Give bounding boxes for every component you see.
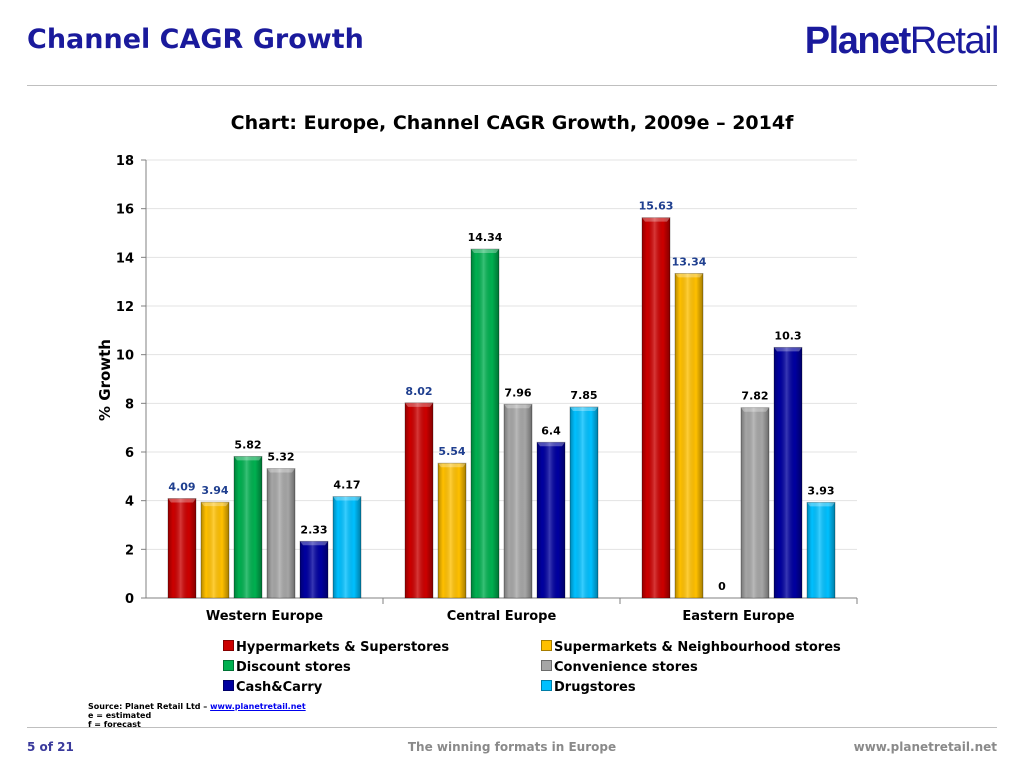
header-divider <box>27 85 997 86</box>
y-tick-label: 0 <box>125 592 134 607</box>
x-tick-label: Central Europe <box>447 609 557 624</box>
source-link[interactable]: www.planetretail.net <box>210 702 306 711</box>
bar-cap <box>234 456 262 461</box>
bar-shading <box>438 463 466 598</box>
data-label: 3.94 <box>201 484 228 497</box>
data-label: 5.32 <box>267 451 294 464</box>
data-label: 7.82 <box>741 390 768 403</box>
bar-cap <box>537 442 565 447</box>
bar-shading <box>471 249 499 598</box>
data-label: 5.54 <box>438 445 465 458</box>
y-tick-label: 12 <box>116 300 134 315</box>
legend-item: Convenience stores <box>541 660 698 675</box>
data-label: 4.09 <box>168 480 195 493</box>
legend-swatch <box>541 680 552 691</box>
bar-cap <box>333 496 361 501</box>
bar-shading <box>807 502 835 598</box>
legend-item: Discount stores <box>223 660 351 675</box>
data-label: 14.34 <box>468 231 503 244</box>
data-label: 6.4 <box>541 424 561 437</box>
source-prefix: Source: Planet Retail Ltd – <box>88 702 211 711</box>
legend-swatch <box>223 680 234 691</box>
bar-cap <box>675 273 703 278</box>
y-tick-label: 2 <box>125 543 134 558</box>
y-tick-label: 4 <box>125 495 134 510</box>
x-tick-label: Eastern Europe <box>682 609 794 624</box>
data-label: 4.17 <box>333 479 360 492</box>
legend-item: Hypermarkets & Superstores <box>223 640 449 655</box>
bar-cap <box>807 502 835 507</box>
legend-swatch <box>541 640 552 651</box>
legend-label: Hypermarkets & Superstores <box>236 640 450 655</box>
bar-shading <box>234 456 262 598</box>
bar-cap <box>642 217 670 222</box>
bar-cap <box>570 406 598 411</box>
legend-label: Convenience stores <box>554 660 698 675</box>
source-note: Source: Planet Retail Ltd – www.planetre… <box>88 702 306 729</box>
bar-cap <box>741 407 769 412</box>
bar-shading <box>300 541 328 598</box>
data-label: 5.82 <box>234 438 261 451</box>
bar-shading <box>168 498 196 598</box>
bar-cap <box>201 502 229 507</box>
slide-title: Channel CAGR Growth <box>27 24 364 55</box>
footer-subtitle: The winning formats in Europe <box>407 740 617 754</box>
logo-regular-part: Retail <box>909 20 1000 62</box>
data-label: 7.85 <box>570 389 597 402</box>
bar-cap <box>405 402 433 407</box>
y-tick-label: 16 <box>116 203 134 218</box>
bar-shading <box>642 217 670 599</box>
data-label: 15.63 <box>639 200 674 213</box>
bar-shading <box>504 404 532 598</box>
legend-label: Cash&Carry <box>236 680 323 695</box>
y-tick-label: 14 <box>116 251 134 266</box>
bar-shading <box>570 406 598 598</box>
legend-swatch <box>223 660 234 671</box>
bar-cap <box>300 541 328 546</box>
y-tick-label: 10 <box>116 349 134 364</box>
bar-shading <box>267 468 295 598</box>
legend-label: Supermarkets & Neighbourhood stores <box>554 640 841 655</box>
data-label: 8.02 <box>405 385 432 398</box>
bar-shading <box>774 347 802 598</box>
data-label: 10.3 <box>774 329 801 342</box>
page-number: 5 of 21 <box>27 740 74 754</box>
y-tick-label: 8 <box>125 397 134 412</box>
bar-cap <box>438 463 466 468</box>
logo-bold-part: Planet <box>804 20 912 62</box>
note-forecast: f = forecast <box>88 720 141 729</box>
bar-cap <box>267 468 295 473</box>
legend-item: Supermarkets & Neighbourhood stores <box>541 640 841 655</box>
bar-shading <box>201 502 229 598</box>
footer-divider <box>27 727 997 728</box>
bar-shading <box>675 273 703 598</box>
footer-url[interactable]: www.planetretail.net <box>853 740 997 754</box>
data-label: 0 <box>718 580 726 593</box>
bar-shading <box>405 402 433 598</box>
y-tick-label: 18 <box>116 154 134 169</box>
legend-swatch <box>223 640 234 651</box>
data-label: 3.93 <box>807 484 834 497</box>
bar-cap <box>168 498 196 503</box>
bar-cap <box>504 404 532 409</box>
y-tick-label: 6 <box>125 446 134 461</box>
bar-shading <box>333 496 361 598</box>
data-label: 13.34 <box>672 255 707 268</box>
bar-cap <box>471 249 499 254</box>
legend-label: Discount stores <box>236 660 351 675</box>
legend-swatch <box>541 660 552 671</box>
note-estimated: e = estimated <box>88 711 152 720</box>
data-label: 2.33 <box>300 523 327 536</box>
bar-shading <box>537 442 565 598</box>
bar-cap <box>774 347 802 352</box>
data-label: 7.96 <box>504 386 531 399</box>
planet-retail-logo: PlanetRetail <box>804 20 1000 63</box>
x-tick-label: Western Europe <box>206 609 323 624</box>
legend-item: Cash&Carry <box>223 680 322 695</box>
chart-title: Chart: Europe, Channel CAGR Growth, 2009… <box>230 112 794 134</box>
legend-label: Drugstores <box>554 680 636 695</box>
bar-shading <box>741 407 769 598</box>
legend-item: Drugstores <box>541 680 636 695</box>
